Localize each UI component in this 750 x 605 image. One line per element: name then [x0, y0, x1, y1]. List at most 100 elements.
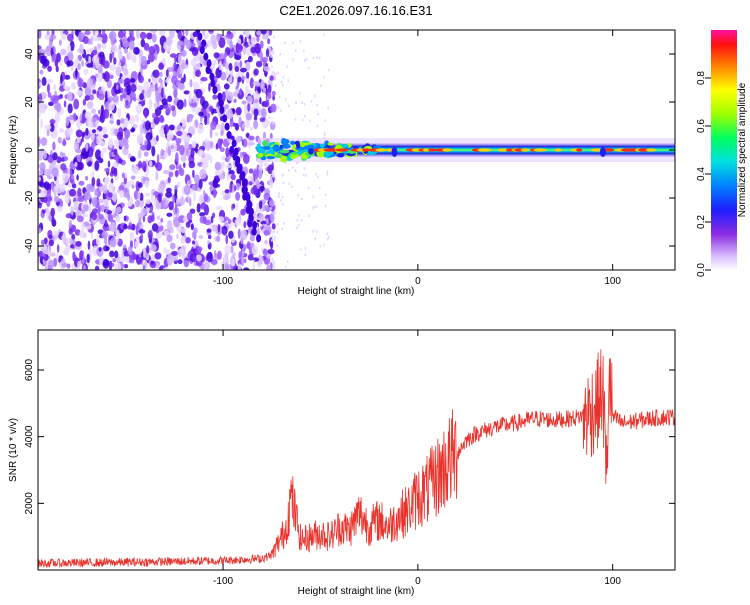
spectrogram-cell [62, 138, 66, 147]
spectrogram-cell [239, 67, 247, 73]
spectrogram-cell [294, 118, 297, 121]
spectrogram-cell [276, 223, 279, 226]
spectrogram-cell [98, 247, 102, 252]
spectrogram-cell [38, 163, 41, 169]
spectrogram-cell [240, 229, 248, 240]
spectrogram-cell [271, 65, 273, 69]
spectrogram-cell [133, 46, 140, 55]
spectrogram-cell [98, 30, 102, 34]
spectrogram-cell [278, 195, 280, 198]
spectrogram-cell [237, 76, 242, 83]
spectrogram-cell [116, 131, 124, 141]
spectrogram-cell [271, 239, 273, 242]
spectrogram-cell [73, 200, 79, 210]
spectrogram-cell [87, 101, 94, 109]
spectrogram-cell [285, 265, 287, 269]
spectrogram-cell [116, 84, 119, 91]
spectrogram-cell [213, 52, 220, 59]
spectrogram-cell [210, 215, 214, 224]
spectrogram-cell [140, 208, 148, 216]
spectrogram-cell [46, 168, 51, 175]
spectrogram-cell [123, 215, 127, 222]
spectrogram-cell [104, 176, 110, 185]
spectrogram-cell [327, 235, 330, 239]
spectrogram-cell [102, 184, 108, 194]
spectrogram-cell [255, 60, 263, 68]
spectrogram-cell [269, 235, 271, 238]
spectrogram-cell [232, 252, 236, 257]
spectrogram-cell [258, 200, 263, 209]
spectrogram-cell [178, 197, 186, 206]
spectrogram-cell [326, 170, 329, 174]
spectrogram-cell [151, 223, 159, 232]
spectrogram-cell [106, 209, 113, 215]
spectrogram-cell [177, 53, 182, 65]
spectrogram-cell [135, 103, 143, 115]
spectrogram-cell [175, 197, 180, 206]
spectrogram-cell [295, 101, 297, 104]
spectrogram-cell [177, 259, 183, 265]
carrier-cell [289, 140, 296, 146]
spectrogram-cell [229, 40, 233, 50]
spectrogram-cell [162, 197, 166, 207]
spectrogram-cell [276, 231, 279, 234]
snr-panel: -100 0 100 2000 4000 6000 Height of straight… [8, 329, 676, 597]
spectrogram-cell [154, 82, 158, 92]
spectrogram-cell [75, 240, 82, 247]
spectrogram-cell [315, 205, 317, 208]
spectrogram-cell [272, 121, 274, 125]
spectrogram-cell [127, 246, 133, 256]
spectrogram-cell [191, 184, 197, 191]
spectrogram-cell [107, 192, 113, 198]
colorbar-tick-label: 0.4 [696, 167, 707, 181]
spectrogram-cell [191, 102, 198, 108]
spectrogram-cell [192, 124, 196, 131]
snr-x-tick-label: -100 [213, 576, 233, 587]
spectrogram-cell [165, 191, 173, 198]
spectrogram-cell [143, 247, 146, 259]
spectrogram-cell [279, 52, 282, 56]
spectrogram-cell [196, 254, 202, 262]
spectrogram-cell [315, 172, 317, 176]
spectrogram-cell [205, 66, 211, 74]
spectrogram-cell [226, 91, 234, 101]
spectrogram-cell [232, 152, 238, 161]
spectrogram-cell [82, 213, 88, 218]
spectrogram-cell [178, 83, 186, 91]
spectrogram-cell [132, 123, 138, 129]
spectrogram-cell [170, 105, 176, 111]
spectrogram-cell [318, 186, 321, 189]
spectrogram-cell [259, 40, 264, 49]
spectrogram-cell [232, 203, 236, 209]
spectrogram-cell [284, 41, 286, 44]
spectrogram-cell [109, 52, 113, 63]
spectrogram-cell [140, 233, 144, 240]
spectrogram-cell [318, 56, 321, 60]
spectrogram-x-ticks: -100 0 100 [213, 30, 621, 287]
spectrogram-cell [186, 134, 191, 143]
spectrogram-cell [192, 93, 197, 100]
spectrogram-cell [95, 135, 103, 146]
carrier-peak [480, 148, 492, 152]
spectrogram-cell [56, 52, 61, 63]
carrier-cell [258, 152, 264, 158]
spectrogram-cell [97, 72, 103, 83]
spectrogram-cell [303, 103, 306, 106]
spectrogram-cell [79, 43, 84, 55]
spectrogram-cell [73, 98, 80, 110]
spectrogram-cell [176, 130, 183, 137]
spectrogram-cell [219, 106, 225, 114]
spectrogram-cell [256, 234, 262, 243]
spectrogram-cell [248, 168, 254, 174]
spectrogram-cell [40, 239, 45, 246]
spectrogram-cell [167, 176, 171, 183]
spectrogram-cell [38, 136, 41, 148]
spectrogram-cell [166, 234, 173, 243]
spectrogram-cell [304, 246, 307, 250]
spectrogram-cell [274, 72, 277, 76]
spectrogram-cell [250, 46, 257, 54]
carrier-cell [327, 142, 334, 146]
spectrogram-cell [212, 94, 218, 100]
spectrogram-cell [38, 244, 44, 249]
